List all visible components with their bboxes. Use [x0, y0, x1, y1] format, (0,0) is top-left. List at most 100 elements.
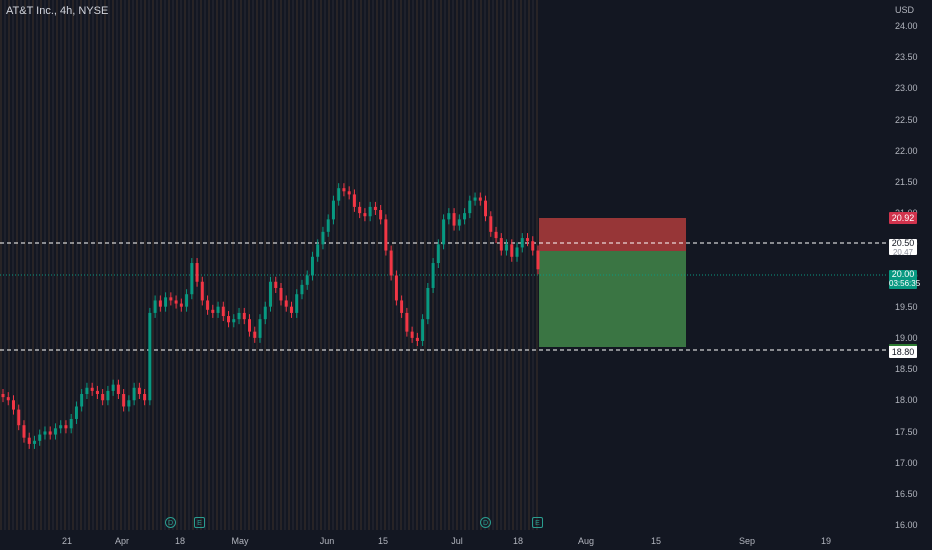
- session-stripe: [400, 0, 402, 530]
- session-stripe: [440, 0, 442, 530]
- candle-body: [431, 263, 435, 288]
- session-stripe: [252, 0, 254, 530]
- session-stripe: [256, 0, 258, 530]
- session-stripe: [364, 0, 366, 530]
- earnings-event-icon[interactable]: E: [532, 517, 543, 528]
- dividend-event-icon[interactable]: D: [480, 517, 491, 528]
- entry-price-tag: 20.50 20.47: [889, 239, 917, 257]
- price-axis-label: 19.50: [895, 301, 918, 312]
- candle-body: [48, 431, 52, 435]
- session-stripe: [300, 0, 302, 530]
- dividend-event-icon[interactable]: D: [165, 517, 176, 528]
- session-stripe: [48, 0, 50, 530]
- time-axis-label: 19: [820, 536, 832, 546]
- candle-body: [95, 390, 99, 395]
- session-stripe: [56, 0, 58, 530]
- candle-body: [179, 303, 183, 307]
- session-stripe: [220, 0, 222, 530]
- candle-body: [43, 431, 47, 435]
- session-stripe: [16, 0, 18, 530]
- candle-body: [190, 263, 194, 295]
- session-stripe: [144, 0, 146, 530]
- session-stripe: [172, 0, 174, 530]
- session-stripe: [132, 0, 134, 530]
- candle-body: [148, 312, 152, 401]
- session-stripe: [264, 0, 266, 530]
- candle-body: [363, 213, 367, 217]
- last-price-value: 20.00: [891, 269, 915, 279]
- session-stripe: [204, 0, 206, 530]
- session-stripe: [244, 0, 246, 530]
- short-position-loss-zone[interactable]: [539, 218, 686, 251]
- candle-body: [116, 384, 120, 395]
- session-stripe: [112, 0, 114, 530]
- session-stripe: [136, 0, 138, 530]
- candle-body: [347, 191, 351, 195]
- session-stripe: [464, 0, 466, 530]
- candle-body: [295, 294, 299, 313]
- time-axis-label: 15: [377, 536, 389, 546]
- candle-body: [499, 238, 503, 251]
- price-axis-label: 19.00: [895, 333, 918, 343]
- candle-body: [468, 200, 472, 214]
- session-stripe: [280, 0, 282, 530]
- session-stripe: [120, 0, 122, 530]
- session-stripe: [340, 0, 342, 530]
- session-stripe: [40, 0, 42, 530]
- candle-body: [331, 200, 335, 220]
- session-stripe: [288, 0, 290, 530]
- session-stripe: [404, 0, 406, 530]
- session-stripe: [320, 0, 322, 530]
- candle-body: [405, 312, 409, 332]
- session-stripe: [272, 0, 274, 530]
- take-profit-price-tag: 18.80: [889, 344, 917, 358]
- candle-body: [289, 306, 293, 313]
- session-stripe: [80, 0, 82, 530]
- candle-body: [447, 213, 451, 220]
- session-stripe: [232, 0, 234, 530]
- session-stripe: [100, 0, 102, 530]
- session-stripe: [396, 0, 398, 530]
- candle-body: [200, 281, 204, 301]
- session-stripe: [392, 0, 394, 530]
- session-stripe: [468, 0, 470, 530]
- candle-body: [305, 275, 309, 285]
- session-stripe: [200, 0, 202, 530]
- session-stripe: [352, 0, 354, 530]
- candle-body: [536, 250, 540, 270]
- candle-body: [478, 197, 482, 201]
- session-stripe: [412, 0, 414, 530]
- session-stripe: [332, 0, 334, 530]
- session-stripe: [152, 0, 154, 530]
- session-stripe: [276, 0, 278, 530]
- session-stripe: [476, 0, 478, 530]
- candle-body: [185, 294, 189, 307]
- session-stripe: [44, 0, 46, 530]
- session-stripe: [500, 0, 502, 530]
- session-stripe: [360, 0, 362, 530]
- session-stripe: [228, 0, 230, 530]
- session-stripe: [516, 0, 518, 530]
- session-stripe: [188, 0, 190, 530]
- candle-body: [415, 337, 419, 341]
- session-stripe: [36, 0, 38, 530]
- candle-body: [358, 206, 362, 214]
- candle-body: [237, 312, 241, 320]
- candle-body: [531, 241, 535, 251]
- short-position-profit-zone[interactable]: [539, 251, 686, 347]
- price-axis-label: 22.00: [895, 145, 918, 156]
- candle-body: [379, 210, 383, 220]
- session-stripe: [124, 0, 126, 530]
- price-axis-label: 22.50: [895, 114, 918, 125]
- earnings-event-icon[interactable]: E: [194, 517, 205, 528]
- session-stripe: [28, 0, 30, 530]
- session-stripe: [212, 0, 214, 530]
- session-stripe: [108, 0, 110, 530]
- symbol-title[interactable]: AT&T Inc., 4h, NYSE: [6, 5, 109, 17]
- price-axis-label: 18.50: [895, 364, 918, 375]
- candle-body: [394, 275, 398, 301]
- time-axis-label: 18: [174, 536, 186, 546]
- session-stripe: [20, 0, 22, 530]
- session-stripe: [448, 0, 450, 530]
